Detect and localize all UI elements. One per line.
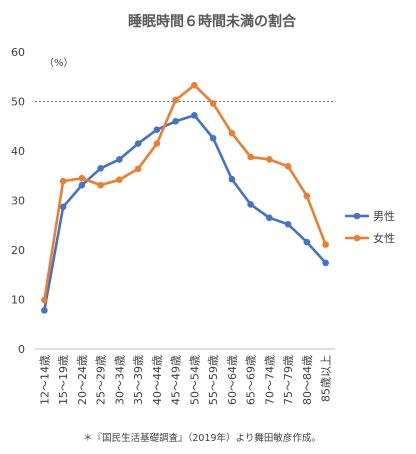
legend-swatch-marker <box>353 212 361 220</box>
data-point <box>116 156 123 163</box>
data-point <box>153 140 161 147</box>
data-point <box>41 296 48 304</box>
data-point <box>322 241 329 248</box>
data-point <box>266 214 273 222</box>
data-point <box>322 259 329 267</box>
data-point <box>134 140 142 147</box>
data-point <box>172 118 179 125</box>
x-tick-label: 40～44歳 <box>151 355 164 405</box>
x-axis: 12～14歳 15～19歳 20～24歳 25～29歳 30～34歳 35～39歳 40～4… <box>35 101 335 405</box>
y-tick-label: 40 <box>11 145 25 158</box>
y-tick-label: 10 <box>11 294 25 307</box>
y-tick-label: 30 <box>11 195 25 208</box>
chart-title: 睡眠時間６時間未満の割合 <box>128 13 297 30</box>
data-point <box>247 153 254 161</box>
y-tick-label: 50 <box>11 96 25 109</box>
data-point <box>116 176 123 184</box>
x-tick-label: 65～69歳 <box>245 355 258 405</box>
x-tick-label: 30～34歳 <box>113 355 126 405</box>
data-point <box>41 307 48 314</box>
data-point <box>228 129 236 137</box>
unit-label: （%） <box>44 57 74 69</box>
x-tick-label: 50～54歳 <box>188 355 201 405</box>
data-point <box>134 165 142 173</box>
series-layer <box>41 81 329 314</box>
data-point <box>209 134 217 142</box>
data-point <box>191 112 198 119</box>
x-tick-label: 75～79歳 <box>282 355 295 405</box>
data-point <box>78 174 86 182</box>
data-point <box>172 96 179 104</box>
x-tick-label: 35～39歳 <box>132 355 145 405</box>
x-tick-label: 15～19歳 <box>57 355 70 405</box>
x-tick-label: 70～74歳 <box>263 355 276 405</box>
y-tick-label: 60 <box>11 46 25 59</box>
x-tick-label: 60～64歳 <box>226 355 239 405</box>
data-point <box>247 201 254 208</box>
x-tick-label: 80～84歳 <box>301 355 314 405</box>
data-point <box>191 81 198 89</box>
data-point <box>209 100 217 107</box>
y-tick-label: 20 <box>11 244 25 257</box>
legend-swatch-marker <box>353 234 361 242</box>
data-point <box>228 175 236 183</box>
x-tick-label: 25～29歳 <box>95 355 108 405</box>
series-line-0 <box>43 114 327 312</box>
data-point <box>303 192 311 200</box>
data-point <box>303 238 311 246</box>
data-point <box>59 177 67 185</box>
y-tick-label: 0 <box>18 343 25 356</box>
legend-label: 男性 <box>373 209 395 223</box>
data-point <box>59 203 67 211</box>
data-point <box>284 220 292 228</box>
data-point <box>97 181 104 189</box>
data-point <box>266 156 273 163</box>
x-tick-label: 85歳以上 <box>320 355 333 402</box>
data-point <box>97 165 104 172</box>
y-axis: 0 10 20 30 40 50 60 <box>11 46 25 356</box>
x-tick-label: 45～49歳 <box>170 355 183 405</box>
data-point <box>78 181 86 189</box>
x-tick-label: 12～14歳 <box>38 355 51 405</box>
x-tick-label: 20～24歳 <box>76 355 89 405</box>
legend-label: 女性 <box>373 231 395 245</box>
data-point <box>284 163 292 170</box>
footnote: ＊『国民生活基礎調査』（2019年）より舞田敏彦作成。 <box>83 432 321 444</box>
data-point <box>153 126 161 134</box>
series-line-1 <box>43 83 327 302</box>
x-tick-label: 55～59歳 <box>207 355 220 405</box>
